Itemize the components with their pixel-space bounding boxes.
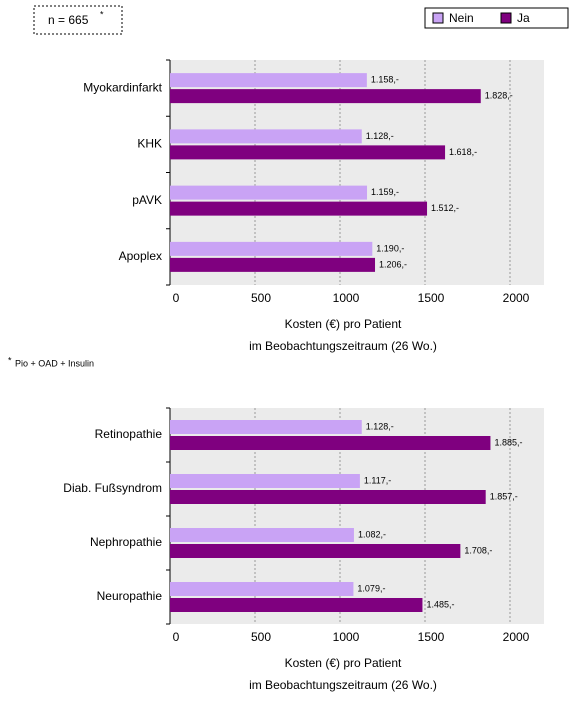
value-label: 1.128,- bbox=[366, 421, 394, 431]
n-annotation: n = 665 bbox=[48, 13, 89, 27]
x-tick-label: 1000 bbox=[333, 291, 360, 305]
value-label: 1.082,- bbox=[358, 529, 386, 539]
bar bbox=[170, 474, 360, 488]
value-label: 1.206,- bbox=[379, 259, 407, 269]
y-tick-label: Neuropathie bbox=[97, 589, 163, 603]
bar bbox=[170, 73, 367, 88]
x-tick-label: 0 bbox=[173, 630, 180, 644]
n-mark: * bbox=[100, 9, 104, 19]
x-tick-label: 1500 bbox=[418, 630, 445, 644]
bar bbox=[170, 598, 423, 612]
x-axis-label: Kosten (€) pro Patient bbox=[285, 317, 402, 331]
bar bbox=[170, 145, 446, 160]
value-label: 1.512,- bbox=[431, 203, 459, 213]
x-axis-label: Kosten (€) pro Patient bbox=[285, 656, 402, 670]
bar bbox=[170, 436, 491, 450]
legend-label: Ja bbox=[517, 11, 530, 25]
x-axis-label: im Beobachtungszeitraum (26 Wo.) bbox=[249, 678, 437, 692]
legend-box bbox=[424, 7, 569, 29]
bar bbox=[170, 89, 481, 104]
n-box bbox=[33, 5, 123, 35]
legend-swatch bbox=[500, 12, 512, 24]
x-tick-label: 1000 bbox=[333, 630, 360, 644]
value-label: 1.885,- bbox=[494, 437, 522, 447]
y-tick-label: Diab. Fußsyndrom bbox=[63, 481, 162, 495]
x-tick-label: 500 bbox=[251, 291, 271, 305]
x-tick-label: 0 bbox=[173, 291, 180, 305]
footnote-mark: * bbox=[8, 355, 12, 365]
bar bbox=[170, 129, 362, 144]
legend-label: Nein bbox=[449, 11, 474, 25]
x-tick-label: 500 bbox=[251, 630, 271, 644]
value-label: 1.159,- bbox=[371, 187, 399, 197]
bar bbox=[170, 257, 376, 272]
legend-swatch bbox=[432, 12, 444, 24]
bar bbox=[170, 582, 354, 596]
bar bbox=[170, 185, 368, 200]
value-label: 1.158,- bbox=[371, 75, 399, 85]
bar bbox=[170, 241, 373, 256]
bar bbox=[170, 544, 461, 558]
x-axis-label: im Beobachtungszeitraum (26 Wo.) bbox=[249, 339, 437, 353]
value-label: 1.857,- bbox=[490, 491, 518, 501]
x-tick-label: 1500 bbox=[418, 291, 445, 305]
bar bbox=[170, 420, 362, 434]
value-label: 1.079,- bbox=[357, 583, 385, 593]
y-tick-label: Retinopathie bbox=[95, 427, 163, 441]
bar bbox=[170, 528, 354, 542]
y-tick-label: pAVK bbox=[132, 193, 162, 207]
y-tick-label: KHK bbox=[137, 137, 162, 151]
bar bbox=[170, 490, 486, 504]
x-tick-label: 2000 bbox=[503, 630, 530, 644]
value-label: 1.117,- bbox=[364, 475, 391, 485]
value-label: 1.128,- bbox=[366, 131, 394, 141]
value-label: 1.708,- bbox=[464, 545, 492, 555]
footnote: Pio + OAD + Insulin bbox=[15, 358, 94, 368]
x-tick-label: 2000 bbox=[503, 291, 530, 305]
value-label: 1.618,- bbox=[449, 147, 477, 157]
y-tick-label: Myokardinfarkt bbox=[83, 80, 162, 94]
bar bbox=[170, 201, 428, 216]
value-label: 1.828,- bbox=[485, 91, 513, 101]
y-tick-label: Apoplex bbox=[119, 249, 162, 263]
y-tick-label: Nephropathie bbox=[90, 535, 162, 549]
value-label: 1.485,- bbox=[426, 599, 454, 609]
value-label: 1.190,- bbox=[376, 243, 404, 253]
